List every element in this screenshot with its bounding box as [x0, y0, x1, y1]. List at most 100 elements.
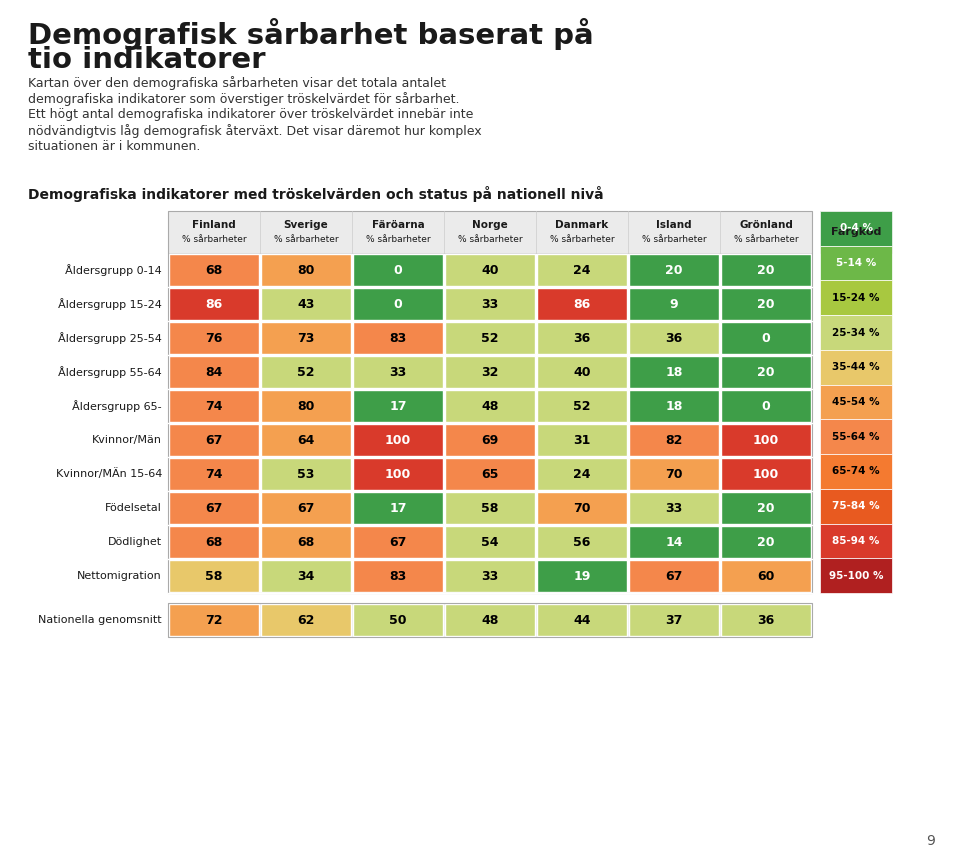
Text: Sverige: Sverige [283, 220, 328, 230]
Text: 0: 0 [761, 332, 770, 345]
Text: 65-74 %: 65-74 % [832, 467, 879, 476]
Text: Nationella genomsnitt: Nationella genomsnitt [38, 615, 162, 625]
Bar [820, 559, 892, 593]
Bar [445, 560, 535, 592]
Text: 9: 9 [926, 834, 935, 848]
Bar [353, 254, 443, 286]
Text: 80: 80 [298, 399, 315, 412]
Text: 67: 67 [205, 501, 223, 514]
Bar [445, 322, 535, 354]
Bar [353, 390, 443, 422]
Bar [445, 458, 535, 490]
Bar [820, 315, 892, 350]
Text: % sårbarheter: % sårbarheter [641, 236, 707, 244]
Text: Åldersgrupp 25-54: Åldersgrupp 25-54 [59, 332, 162, 344]
Bar [820, 350, 892, 385]
Bar [537, 604, 627, 636]
Text: 83: 83 [390, 570, 407, 583]
Text: 67: 67 [205, 434, 223, 447]
Text: Färöarna: Färöarna [372, 220, 424, 230]
Text: Demografiska indikatorer med tröskelvärden och status på nationell nivå: Demografiska indikatorer med tröskelvärd… [28, 186, 604, 202]
Text: 85-94 %: 85-94 % [832, 536, 879, 546]
Bar [445, 288, 535, 320]
Bar [820, 524, 892, 559]
Text: 69: 69 [481, 434, 498, 447]
Bar [169, 492, 259, 524]
Bar [261, 424, 351, 456]
Bar [721, 526, 811, 558]
Text: 76: 76 [205, 332, 223, 345]
Text: 73: 73 [298, 332, 315, 345]
Bar [537, 424, 627, 456]
Bar [261, 356, 351, 388]
Text: tio indikatorer: tio indikatorer [28, 46, 266, 74]
Text: 0: 0 [394, 298, 402, 311]
Bar [537, 254, 627, 286]
Bar [721, 424, 811, 456]
Text: % sårbarheter: % sårbarheter [733, 236, 799, 244]
Bar [629, 288, 719, 320]
Bar [537, 322, 627, 354]
Bar [721, 604, 811, 636]
Text: 34: 34 [298, 570, 315, 583]
Bar [820, 211, 892, 246]
Text: Åldersgrupp 0-14: Åldersgrupp 0-14 [65, 264, 162, 276]
Bar [353, 424, 443, 456]
Text: 17: 17 [389, 399, 407, 412]
Bar [445, 526, 535, 558]
Text: 9: 9 [670, 298, 679, 311]
Text: 60: 60 [757, 570, 775, 583]
Text: 80: 80 [298, 263, 315, 276]
Text: Norge: Norge [472, 220, 508, 230]
Text: 44: 44 [573, 613, 590, 626]
Bar [721, 492, 811, 524]
Text: 50: 50 [389, 613, 407, 626]
Bar [261, 254, 351, 286]
Bar [820, 488, 892, 524]
Text: % sårbarheter: % sårbarheter [458, 236, 522, 244]
Text: 72: 72 [205, 613, 223, 626]
Text: 53: 53 [298, 468, 315, 481]
Bar [537, 356, 627, 388]
Text: 83: 83 [390, 332, 407, 345]
Bar [169, 254, 259, 286]
Bar [721, 356, 811, 388]
Bar [629, 322, 719, 354]
Bar [353, 604, 443, 636]
Text: 20: 20 [757, 535, 775, 548]
Text: 95-100 %: 95-100 % [828, 571, 883, 580]
Bar [353, 560, 443, 592]
Bar [353, 322, 443, 354]
Text: 24: 24 [573, 263, 590, 276]
Text: % sårbarheter: % sårbarheter [274, 236, 338, 244]
Text: 15-24 %: 15-24 % [832, 293, 879, 303]
Bar [629, 492, 719, 524]
Text: Dödlighet: Dödlighet [108, 537, 162, 547]
Text: % sårbarheter: % sårbarheter [366, 236, 430, 244]
Bar [721, 288, 811, 320]
Bar [629, 356, 719, 388]
Text: Åldersgrupp 55-64: Åldersgrupp 55-64 [59, 366, 162, 378]
Bar [629, 424, 719, 456]
Bar [169, 560, 259, 592]
Text: nödvändigtvis låg demografisk återväxt. Det visar däremot hur komplex: nödvändigtvis låg demografisk återväxt. … [28, 124, 482, 138]
Bar [168, 603, 812, 637]
Text: 36: 36 [665, 332, 683, 345]
Text: 75-84 %: 75-84 % [832, 501, 879, 511]
Text: 36: 36 [757, 613, 775, 626]
Bar [721, 390, 811, 422]
Text: 17: 17 [389, 501, 407, 514]
Text: 40: 40 [481, 263, 499, 276]
Text: 20: 20 [757, 501, 775, 514]
Text: 70: 70 [665, 468, 683, 481]
Text: 20: 20 [757, 263, 775, 276]
Bar [820, 385, 892, 419]
Text: 14: 14 [665, 535, 683, 548]
Bar [261, 458, 351, 490]
Text: 37: 37 [665, 613, 683, 626]
Text: 33: 33 [665, 501, 683, 514]
Text: 48: 48 [481, 613, 498, 626]
Text: Åldersgrupp 65-: Åldersgrupp 65- [72, 400, 162, 412]
Text: 36: 36 [573, 332, 590, 345]
Text: 19: 19 [573, 570, 590, 583]
